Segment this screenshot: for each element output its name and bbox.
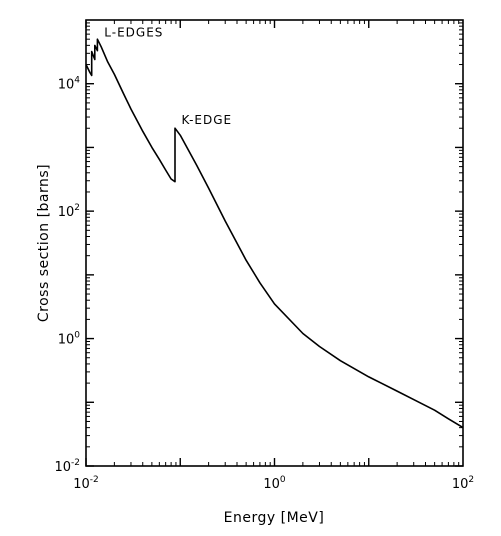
tick-labels: 10-2 100 102 10-2 100 102 104 (54, 76, 474, 492)
y-tick-label: 100 (58, 331, 81, 348)
x-axis-label: Energy [MeV] (224, 510, 325, 526)
x-tick-label: 102 (452, 475, 474, 492)
annotations: L-EDGES K-EDGE (104, 25, 232, 127)
annotation-label: L-EDGES (104, 25, 163, 39)
annotation-label: K-EDGE (181, 113, 232, 127)
ticks (85, 20, 463, 467)
series-line (85, 38, 464, 429)
y-tick-label: 102 (58, 203, 80, 220)
y-tick-label: 104 (58, 76, 81, 93)
y-axis-label: Cross section [barns] (36, 164, 52, 322)
x-tick-label: 100 (263, 475, 286, 492)
y-tick-label: 10-2 (54, 458, 80, 475)
plot-frame (85, 19, 464, 467)
x-tick-label: 10-2 (73, 475, 99, 492)
